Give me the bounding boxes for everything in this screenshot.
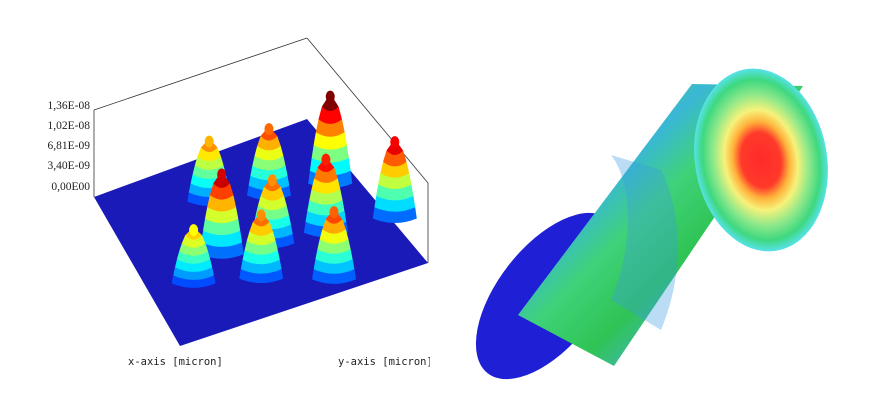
peak-tip [189, 224, 199, 237]
surface-plot: 1,36E-08 1,02E-08 6,81E-09 3,40E-09 0,00… [48, 37, 430, 368]
peak-band [254, 145, 284, 161]
peak-band [312, 269, 357, 284]
peak-tip [217, 168, 227, 181]
peak-band [313, 259, 355, 274]
peak-band [176, 251, 211, 264]
peak-band [246, 231, 276, 246]
peak-band [314, 167, 338, 183]
peak-band [249, 221, 273, 236]
peak-band [205, 206, 239, 224]
peak-tip [267, 174, 277, 187]
peak-band [313, 132, 347, 150]
surface-peak [239, 209, 284, 284]
surface-peaks [171, 90, 417, 288]
cylinder-render [475, 68, 828, 380]
peak-band [374, 195, 416, 212]
peak-band [244, 240, 278, 255]
z-axis-ticks: 1,36E-08 1,02E-08 6,81E-09 3,40E-09 0,00… [48, 100, 91, 193]
peak-band [240, 259, 282, 274]
peak-band [260, 186, 285, 201]
z-tick-label: 3,40E-09 [48, 160, 91, 172]
peak-band [383, 150, 407, 167]
surface-peak [308, 90, 353, 189]
peak-tip [329, 206, 339, 219]
peak-band [257, 196, 287, 211]
peak-band [239, 269, 284, 284]
z-tick-label: 0,00E00 [51, 181, 90, 193]
z-tick-label: 1,02E-08 [48, 120, 91, 132]
peak-band [380, 161, 410, 178]
peak-band [199, 242, 244, 259]
y-axis-label: y-axis [micron] [338, 356, 430, 368]
peak-band [372, 207, 417, 224]
peak-band [181, 235, 206, 248]
peak-tip [264, 123, 274, 136]
peak-band [175, 259, 213, 272]
box-right-edge [306, 37, 429, 184]
peak-band [252, 155, 286, 171]
peak-band [250, 165, 288, 181]
peak-band [376, 184, 414, 201]
box-back-edge [93, 37, 308, 111]
peak-band [378, 173, 412, 190]
peak-band [311, 178, 341, 194]
surface-peak [372, 136, 417, 224]
z-tick-label: 6,81E-09 [48, 140, 91, 152]
peak-band [197, 147, 221, 162]
peak-band [242, 250, 280, 265]
cylinder-band [611, 155, 678, 330]
peak-band [207, 195, 237, 212]
peak-band [201, 230, 243, 247]
peak-band [179, 243, 209, 256]
peak-tip [325, 90, 335, 103]
peak-tip [204, 135, 214, 148]
peak-band [209, 183, 234, 200]
x-axis-label: x-axis [micron] [128, 356, 223, 368]
peak-band [203, 218, 241, 236]
z-tick-label: 1,36E-08 [48, 100, 91, 112]
peak-band [318, 106, 342, 124]
peak-band [309, 189, 343, 205]
surface-peak [312, 206, 357, 284]
peak-band [311, 145, 349, 163]
peak-tip [321, 153, 331, 166]
peak-band [194, 156, 224, 171]
peak-tip [390, 136, 400, 149]
surface-peak [199, 168, 244, 259]
surface-peak [171, 224, 216, 288]
peak-band [317, 239, 351, 254]
peak-tip [256, 209, 266, 222]
peak-band [322, 219, 346, 234]
peak-band [319, 229, 349, 244]
plot-box [93, 37, 429, 263]
peak-band [257, 136, 281, 151]
peak-band [315, 249, 353, 264]
cylinder-top-cap [694, 68, 828, 252]
peak-band [315, 119, 345, 137]
